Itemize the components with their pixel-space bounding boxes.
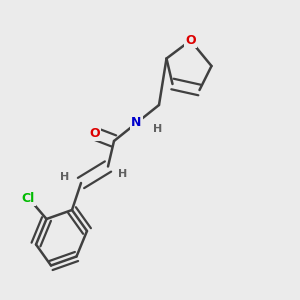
Text: H: H xyxy=(118,169,127,179)
Text: H: H xyxy=(60,172,69,182)
Text: O: O xyxy=(185,34,196,47)
Text: H: H xyxy=(153,124,162,134)
Text: O: O xyxy=(89,127,100,140)
Text: N: N xyxy=(131,116,142,130)
Text: Cl: Cl xyxy=(22,191,35,205)
